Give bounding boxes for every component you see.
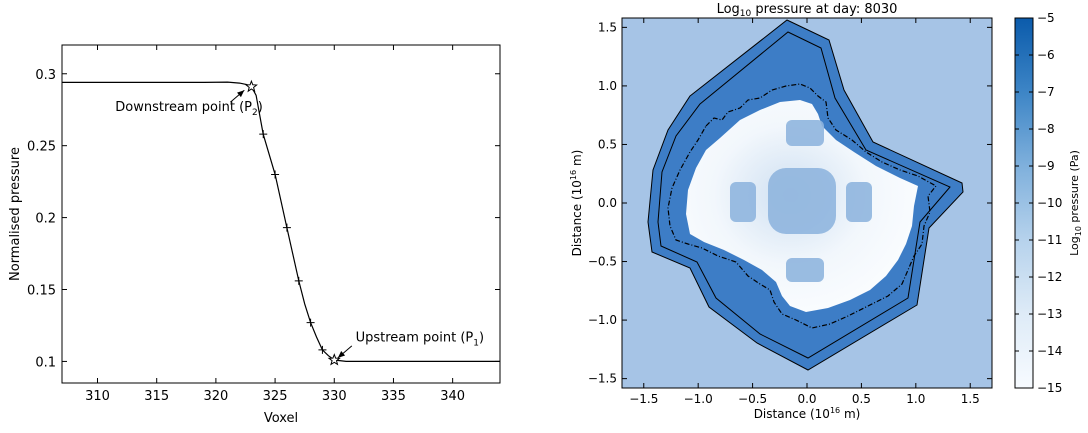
heatmap-y-tick-label: 1.0: [598, 79, 617, 93]
star-marker: [327, 353, 341, 366]
colorbar-tick-label: −10: [1037, 196, 1062, 210]
colorbar-tick-label: −12: [1037, 270, 1062, 284]
cross-marker: [271, 170, 280, 179]
heatmap-x-tick-label: 0.5: [852, 392, 871, 406]
heatmap-x-tick-label: −1.5: [629, 392, 658, 406]
x-tick-label: 315: [144, 389, 169, 404]
star-marker: [244, 79, 258, 93]
colorbar-tick-label: −5: [1037, 11, 1055, 25]
line-chart-panel: 310 315 320 325 330 335 340 0.10.150.20.250.3 …: [8, 44, 501, 426]
x-tick-label: 320: [203, 389, 228, 404]
colorbar-tick-label: −6: [1037, 48, 1055, 62]
x-tick-label: 335: [381, 389, 406, 404]
heatmap-y-tick-label: −0.5: [588, 255, 617, 269]
y-tick-label: 0.25: [27, 140, 56, 155]
cross-marker: [318, 345, 327, 354]
colorbar-tick-label: −7: [1037, 85, 1055, 99]
plot-frame: [61, 44, 501, 384]
top-blob: [786, 120, 824, 146]
heatmap-x-tick-label: 0.0: [797, 392, 816, 406]
x-tick-label: 325: [263, 389, 288, 404]
right-blob: [846, 182, 872, 222]
colorbar-tick-label: −11: [1037, 233, 1062, 247]
bottom-blob: [786, 258, 824, 282]
colorbar-label: Log10 pressure (Pa): [1068, 150, 1083, 256]
heatmap-y-tick-label: 1.5: [598, 20, 617, 34]
heatmap-x-tick-label: −0.5: [738, 392, 767, 406]
center-blob: [768, 168, 836, 234]
heatmap-y-tick-label: 0.0: [598, 196, 617, 210]
y-tick-label: 0.15: [27, 284, 56, 299]
y-tick-label: 0.3: [35, 68, 56, 83]
heatmap-title: Log10 pressure at day: 8030: [717, 2, 898, 19]
left-blob: [730, 182, 756, 222]
downstream-annotation: Downstream point (P2): [115, 100, 263, 118]
annotation-arrowhead: [237, 90, 245, 98]
cross-marker: [306, 318, 315, 327]
cross-marker: [294, 276, 303, 285]
colorbar-tick-label: −15: [1037, 381, 1062, 395]
colorbar-tick-label: −8: [1037, 122, 1055, 136]
y-tick-label: 0.2: [35, 212, 56, 227]
x-tick-label: 310: [85, 389, 110, 404]
heatmap-x-tick-label: 1.5: [961, 392, 980, 406]
annotation-arrowhead: [337, 350, 346, 358]
inner-ragged-contour: [667, 83, 937, 329]
y-axis-label: Normalised pressure: [8, 147, 23, 281]
y-tick-label: 0.1: [35, 355, 56, 370]
heatmap-field: [622, 18, 992, 388]
heatmap-y-label: Distance (1016 m): [569, 150, 584, 257]
colorbar-tick-label: −13: [1037, 307, 1062, 321]
heatmap-panel: −1.5 −1.0 −0.5 0.0 0.5 1.0 1.5 −1.5 −1.0 −0.5 0.0…: [569, 2, 1083, 421]
upstream-annotation: Upstream point (P1): [356, 330, 484, 348]
cross-marker: [259, 130, 268, 139]
heatmap-x-tick-label: −1.0: [684, 392, 713, 406]
heatmap-y-tick-label: −1.0: [588, 313, 617, 327]
x-tick-label: 340: [440, 389, 465, 404]
x-tick-label: 330: [322, 389, 347, 404]
pressure-line: [62, 81, 500, 362]
heatmap-x-tick-label: 1.0: [906, 392, 925, 406]
cross-marker: [282, 223, 291, 232]
heatmap-y-tick-label: 0.5: [598, 137, 617, 151]
x-axis-label: Voxel: [264, 411, 298, 426]
heatmap-y-tick-label: −1.5: [588, 372, 617, 386]
shell-inner-contour: [657, 31, 951, 359]
colorbar-tick-label: −9: [1037, 159, 1055, 173]
colorbar-tick-label: −14: [1037, 344, 1062, 358]
heatmap-x-label: Distance (1016 m): [754, 406, 861, 421]
